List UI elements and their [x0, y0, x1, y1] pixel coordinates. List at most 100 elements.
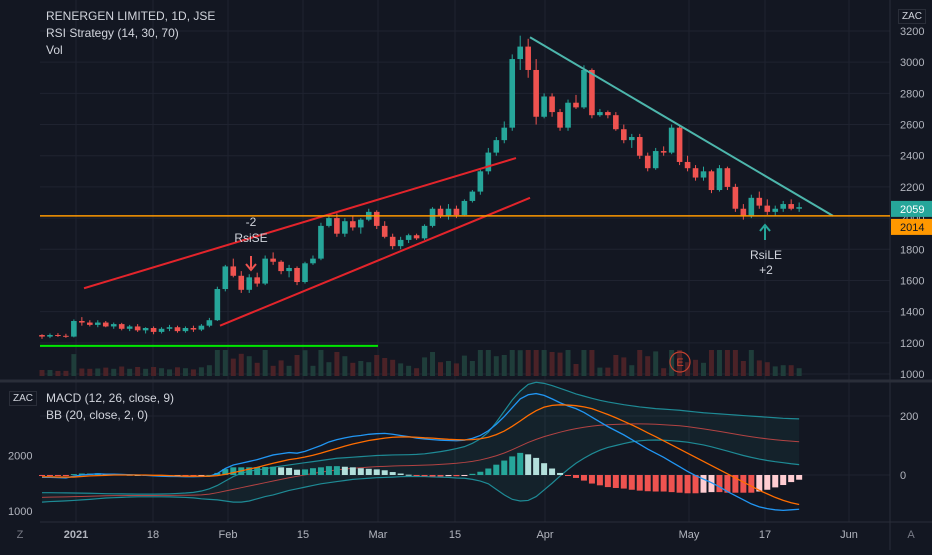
- volume-bar: [661, 368, 667, 376]
- candle-body: [310, 258, 316, 264]
- macd-histogram-bar: [636, 475, 643, 491]
- event-marker-label: E: [676, 357, 683, 369]
- price-tick: 1000: [900, 369, 924, 381]
- auto-scale-button: A: [907, 529, 915, 541]
- volume-bar: [589, 350, 595, 376]
- volume-bar: [167, 369, 173, 376]
- volume-bar: [772, 366, 778, 376]
- candle-body: [126, 326, 133, 329]
- bb-fill: [42, 382, 800, 503]
- candle-body: [79, 320, 85, 323]
- short-qty: -2: [246, 215, 257, 229]
- bb-label[interactable]: BB (20, close, 2, 0): [46, 408, 149, 422]
- volume-bar: [246, 356, 252, 376]
- volume-bar: [214, 350, 220, 376]
- volume-bar: [645, 356, 651, 376]
- candle-body: [676, 127, 683, 162]
- macd-histogram-bar: [708, 475, 715, 493]
- volume-bar: [708, 350, 714, 376]
- volume-bar: [422, 357, 428, 376]
- macd-histogram-bar: [405, 474, 412, 476]
- symbol-title[interactable]: RENERGEN LIMITED, 1D, JSE: [46, 9, 216, 23]
- candle-body: [182, 328, 189, 332]
- volume-bar: [796, 368, 802, 376]
- currency-badge[interactable]: ZAC: [898, 9, 926, 24]
- candle-body: [652, 151, 659, 169]
- volume-bar: [414, 368, 420, 376]
- candle-body: [389, 236, 396, 247]
- volume-bar: [693, 359, 699, 376]
- volume-bar: [653, 351, 659, 376]
- candle-body: [214, 289, 221, 321]
- time-tick: 15: [297, 529, 309, 541]
- volume-bar: [206, 365, 212, 376]
- candle-body: [461, 200, 468, 215]
- time-tick: 15: [449, 529, 461, 541]
- macd-histogram-bar: [533, 457, 540, 475]
- candle-body: [63, 335, 69, 337]
- macd-histogram-bar: [756, 475, 763, 492]
- candle-body: [166, 327, 173, 329]
- volume-bar: [748, 350, 754, 376]
- volume-bar: [254, 362, 260, 376]
- candle-body: [238, 275, 245, 290]
- volume-bar: [151, 367, 157, 376]
- volume-bar: [740, 361, 746, 376]
- volume-bar: [430, 352, 436, 376]
- candle-body: [613, 115, 619, 130]
- volume-bar: [677, 350, 683, 376]
- time-tick: May: [679, 529, 700, 541]
- candle-body: [102, 322, 109, 327]
- candle-body: [660, 151, 667, 153]
- candle-body: [206, 320, 213, 326]
- macd-histogram-bar: [780, 475, 787, 486]
- candle-body: [493, 140, 500, 153]
- candle-body: [55, 335, 61, 337]
- volume-bar: [764, 362, 770, 376]
- volume-bar: [525, 350, 531, 376]
- candle-body: [533, 69, 539, 117]
- volume-bar: [517, 350, 523, 376]
- macd-histogram-bar: [270, 466, 277, 475]
- volume-label[interactable]: Vol: [46, 43, 63, 57]
- candle-body: [764, 205, 771, 212]
- volume-bar: [597, 367, 603, 376]
- macd-histogram-bar: [461, 475, 468, 476]
- macd-histogram-bar: [278, 467, 285, 475]
- volume-bar: [493, 356, 499, 376]
- candle-body: [740, 208, 747, 217]
- volume-bar: [637, 350, 643, 376]
- volume-bar: [780, 365, 786, 376]
- volume-bar: [87, 368, 93, 376]
- macd-histogram-bar: [788, 475, 795, 483]
- macd-histogram-bar: [381, 470, 388, 475]
- support-price-value: 2014: [900, 222, 924, 234]
- volume-bar: [398, 363, 404, 376]
- volume-bar: [732, 350, 738, 376]
- volume-bar: [788, 365, 794, 376]
- strategy-label[interactable]: RSI Strategy (14, 30, 70): [46, 26, 179, 40]
- macd-histogram-bar: [54, 475, 61, 476]
- lower-currency-badge[interactable]: ZAC: [9, 391, 37, 406]
- price-tick: 1200: [900, 338, 924, 350]
- candle-body: [198, 325, 205, 330]
- volume-bar: [573, 364, 579, 376]
- macd-histogram-bar: [572, 475, 579, 478]
- volume-bar: [701, 362, 707, 376]
- candle-body: [557, 112, 563, 128]
- scroll-left-button: Z: [17, 529, 24, 541]
- candle-body: [334, 218, 340, 234]
- volume-bar: [143, 368, 149, 376]
- candle-body: [549, 96, 555, 113]
- candle-body: [190, 328, 197, 330]
- macd-histogram-bar: [596, 475, 603, 486]
- macd-histogram-bar: [70, 474, 77, 476]
- volume-bar: [390, 359, 396, 376]
- candle-body: [350, 221, 356, 228]
- macd-label[interactable]: MACD (12, 26, close, 9): [46, 391, 175, 405]
- candle-body: [174, 327, 181, 332]
- macd-histogram-bar: [317, 467, 324, 475]
- candle-body: [397, 239, 404, 247]
- price-tick: 2600: [900, 120, 924, 132]
